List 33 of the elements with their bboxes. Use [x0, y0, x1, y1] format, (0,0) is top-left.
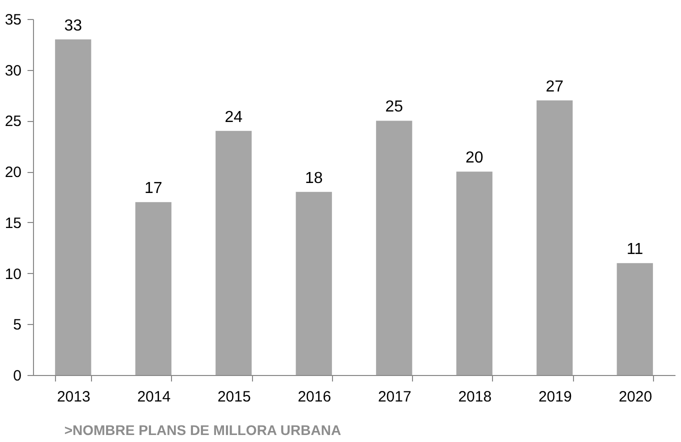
data-label: 18	[304, 170, 323, 187]
data-label: 20	[465, 150, 484, 167]
data-label: 17	[144, 180, 162, 198]
y-tick-label: 0	[13, 368, 22, 384]
x-tick-label: 2017	[378, 388, 412, 406]
x-tick-label: 2020	[618, 388, 652, 406]
y-tick-label: 20	[4, 164, 22, 182]
data-label: 25	[385, 98, 404, 116]
x-tick-label: 2015	[217, 388, 251, 406]
bar	[376, 120, 412, 375]
bar	[536, 100, 573, 375]
bar	[456, 172, 492, 375]
y-tick-label: 10	[4, 266, 22, 283]
x-tick-label: 2014	[137, 388, 171, 406]
data-label: 27	[546, 78, 564, 96]
bar	[296, 192, 332, 375]
x-tick-label: 2013	[56, 388, 90, 406]
data-label: 24	[224, 108, 243, 126]
y-tick-label: 15	[4, 214, 22, 232]
y-tick-label: 25	[4, 113, 22, 130]
bar	[135, 202, 172, 375]
data-label: 11	[626, 241, 644, 258]
bar	[616, 263, 653, 375]
x-tick-label: 2018	[458, 388, 492, 406]
text: >NOMBRE PLANS DE MILLORA URBANA	[64, 422, 342, 438]
y-tick-label: 5	[13, 316, 22, 334]
x-tick-label: 2016	[298, 388, 332, 406]
bar	[216, 130, 252, 375]
y-tick-label: 35	[4, 12, 22, 28]
x-tick-label: 2019	[538, 388, 572, 406]
y-tick-label: 30	[4, 62, 22, 80]
bar	[55, 39, 92, 375]
data-label: 33	[64, 17, 82, 34]
